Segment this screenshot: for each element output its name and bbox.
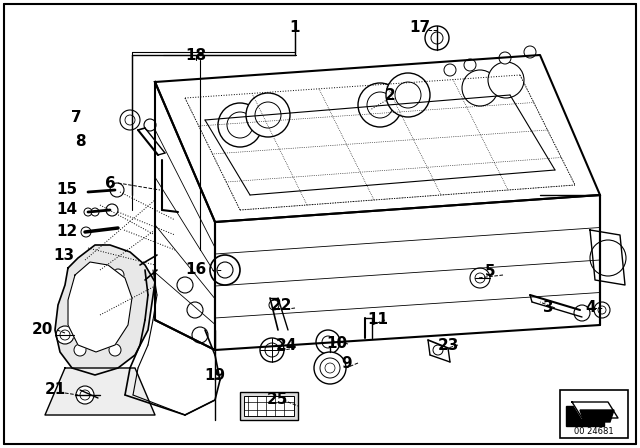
Circle shape <box>488 62 524 98</box>
Circle shape <box>325 363 335 373</box>
Circle shape <box>314 352 346 384</box>
Circle shape <box>227 112 253 138</box>
Text: 00 24681: 00 24681 <box>574 427 614 436</box>
Circle shape <box>598 306 606 314</box>
Circle shape <box>395 82 421 108</box>
Circle shape <box>81 227 91 237</box>
Text: 6: 6 <box>104 176 115 190</box>
Circle shape <box>462 70 498 106</box>
Text: 15: 15 <box>56 182 77 198</box>
Text: 3: 3 <box>543 301 554 315</box>
Bar <box>566 406 604 426</box>
Text: 22: 22 <box>271 297 292 313</box>
Circle shape <box>322 336 334 348</box>
Circle shape <box>260 338 284 362</box>
Circle shape <box>594 302 610 318</box>
Bar <box>560 390 628 438</box>
Circle shape <box>144 119 156 131</box>
Circle shape <box>120 110 140 130</box>
Circle shape <box>187 302 203 318</box>
Circle shape <box>217 262 233 278</box>
Circle shape <box>110 183 124 197</box>
Circle shape <box>524 46 536 58</box>
Text: 17: 17 <box>410 20 431 34</box>
Circle shape <box>444 64 456 76</box>
Circle shape <box>367 92 393 118</box>
Polygon shape <box>55 245 155 375</box>
Bar <box>240 392 298 420</box>
Circle shape <box>386 73 430 117</box>
Text: 10: 10 <box>326 336 348 352</box>
Circle shape <box>358 83 402 127</box>
Circle shape <box>320 358 340 378</box>
Circle shape <box>269 300 279 310</box>
Circle shape <box>76 386 94 404</box>
Text: 13: 13 <box>53 247 75 263</box>
Polygon shape <box>45 368 155 415</box>
Circle shape <box>112 269 124 281</box>
Circle shape <box>470 268 490 288</box>
Circle shape <box>125 115 135 125</box>
Text: 9: 9 <box>342 356 352 370</box>
Text: 2: 2 <box>385 87 396 103</box>
Circle shape <box>91 208 99 216</box>
Text: 24: 24 <box>275 337 297 353</box>
Circle shape <box>431 32 443 44</box>
Text: 14: 14 <box>56 202 77 217</box>
Text: 7: 7 <box>70 111 81 125</box>
Circle shape <box>425 26 449 50</box>
Text: 16: 16 <box>186 263 207 277</box>
Circle shape <box>74 274 86 286</box>
Text: 18: 18 <box>186 48 207 64</box>
Circle shape <box>574 305 590 321</box>
Polygon shape <box>68 262 132 352</box>
Circle shape <box>56 326 74 344</box>
Text: 11: 11 <box>367 313 388 327</box>
Circle shape <box>106 204 118 216</box>
Text: 23: 23 <box>437 337 459 353</box>
Circle shape <box>177 277 193 293</box>
Circle shape <box>60 330 70 340</box>
Polygon shape <box>572 402 618 418</box>
Circle shape <box>475 273 485 283</box>
Circle shape <box>433 345 443 355</box>
Text: 8: 8 <box>75 134 85 150</box>
Text: 12: 12 <box>56 224 77 240</box>
Circle shape <box>499 52 511 64</box>
Text: 4: 4 <box>586 301 596 315</box>
Circle shape <box>590 240 626 276</box>
Text: 21: 21 <box>44 383 66 397</box>
Text: 5: 5 <box>484 264 495 280</box>
Circle shape <box>464 59 476 71</box>
Polygon shape <box>580 410 614 422</box>
Circle shape <box>255 102 281 128</box>
Circle shape <box>80 390 90 400</box>
Text: 20: 20 <box>31 323 52 337</box>
Circle shape <box>84 208 92 216</box>
Circle shape <box>74 344 86 356</box>
Circle shape <box>218 103 262 147</box>
Circle shape <box>210 255 240 285</box>
Text: 19: 19 <box>204 369 225 383</box>
Circle shape <box>192 327 208 343</box>
Circle shape <box>265 343 279 357</box>
Circle shape <box>109 344 121 356</box>
Circle shape <box>246 93 290 137</box>
Circle shape <box>316 330 340 354</box>
Text: 25: 25 <box>266 392 288 408</box>
Bar <box>244 396 294 416</box>
Text: 1: 1 <box>290 21 300 35</box>
